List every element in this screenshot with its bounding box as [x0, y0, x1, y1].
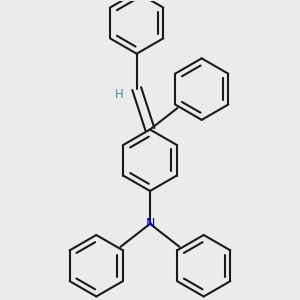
Text: H: H: [115, 88, 124, 101]
Text: N: N: [145, 217, 155, 230]
